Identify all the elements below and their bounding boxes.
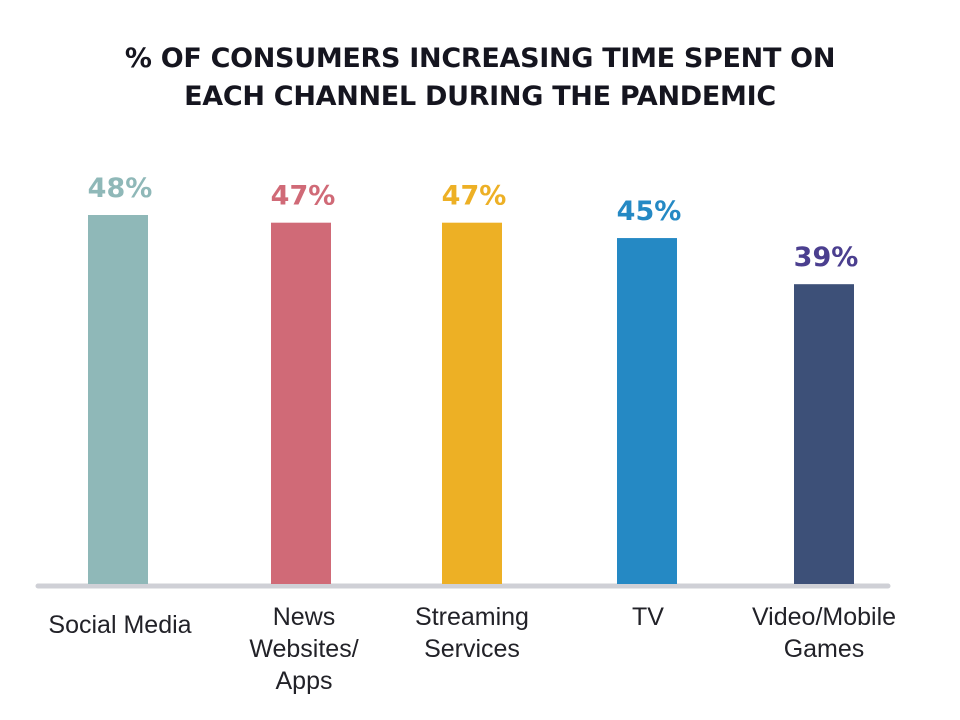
x-tick-label-1: News Websites/Apps xyxy=(204,601,404,697)
data-label-2: 47% xyxy=(442,181,507,212)
x-tick-label-line: Websites/ xyxy=(249,635,359,663)
data-label-4: 39% xyxy=(794,242,859,273)
bar-0 xyxy=(88,215,148,584)
chart-title: % OF CONSUMERS INCREASING TIME SPENT ON … xyxy=(0,40,960,116)
x-tick-label-line: TV xyxy=(632,603,664,631)
x-tick-label-line: Social Media xyxy=(48,611,192,639)
x-tick-label-line: Games xyxy=(783,635,865,663)
data-label-0: 48% xyxy=(88,173,153,204)
x-tick-label-line: Video/Mobile xyxy=(751,603,897,631)
x-tick-label-2: Streaming Services xyxy=(372,601,572,665)
bar-2 xyxy=(442,222,502,584)
bar-1 xyxy=(271,222,331,584)
bar-4 xyxy=(794,284,854,584)
x-tick-label-3: TV xyxy=(548,601,748,633)
x-tick-label-4: Video/Mobile Games xyxy=(724,601,924,665)
x-tick-label-line: Streaming xyxy=(415,603,529,631)
bar-3 xyxy=(617,238,677,584)
x-tick-label-line: News xyxy=(272,603,336,631)
chart-title-line-2: EACH CHANNEL DURING THE PANDEMIC xyxy=(184,81,776,112)
x-tick-label-line: Apps xyxy=(275,667,333,695)
x-tick-label-0: Social Media xyxy=(20,609,220,641)
chart-title-line-1: % OF CONSUMERS INCREASING TIME SPENT ON xyxy=(124,43,836,74)
x-tick-label-line: Services xyxy=(424,635,520,663)
data-label-3: 45% xyxy=(617,196,682,227)
data-label-1: 47% xyxy=(271,181,336,212)
